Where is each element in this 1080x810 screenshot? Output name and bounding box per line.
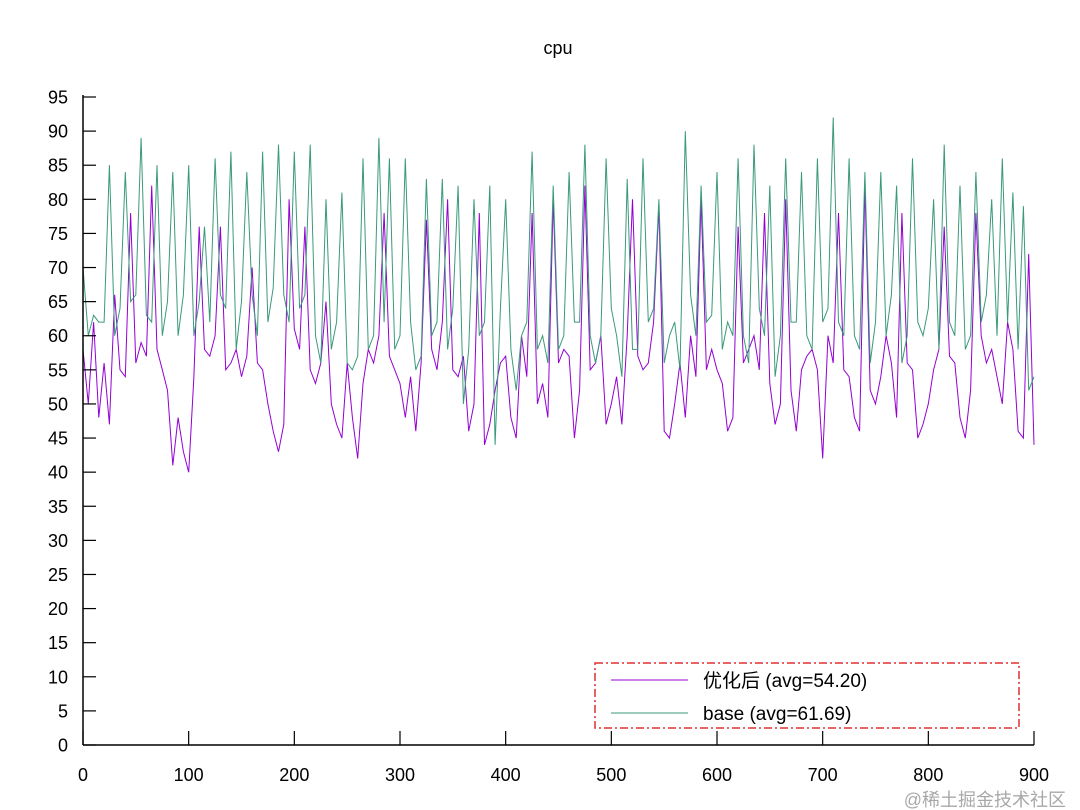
- watermark: @稀土掘金技术社区: [904, 790, 1066, 810]
- legend-label-base: base (avg=61.69): [703, 704, 851, 725]
- y-tick-label: 45: [48, 429, 68, 449]
- legend: 优化后 (avg=54.20) base (avg=61.69): [594, 662, 1020, 729]
- x-tick-label: 700: [808, 765, 838, 785]
- x-tick-label: 500: [596, 765, 626, 785]
- y-tick-label: 70: [48, 258, 68, 278]
- series-line-0: [82, 185, 1035, 473]
- y-tick-label: 10: [48, 667, 68, 687]
- y-tick-label: 0: [58, 736, 68, 756]
- x-tick-label: 0: [78, 765, 88, 785]
- series-layer: [82, 117, 1035, 473]
- x-tick-label: 400: [491, 765, 521, 785]
- series-line-1: [82, 117, 1035, 445]
- legend-label-optimized: 优化后 (avg=54.20): [703, 670, 867, 692]
- y-tick-label: 5: [58, 701, 68, 721]
- y-tick-label: 85: [48, 156, 68, 176]
- y-tick-label: 75: [48, 224, 68, 244]
- y-tick-label: 95: [48, 88, 68, 108]
- x-tick-label: 100: [174, 765, 204, 785]
- y-tick-label: 65: [48, 292, 68, 312]
- y-tick-label: 90: [48, 122, 68, 142]
- y-tick-label: 30: [48, 531, 68, 551]
- x-tick-label: 600: [702, 765, 732, 785]
- legend-box: [594, 662, 1020, 729]
- chart-title: cpu: [543, 38, 572, 58]
- y-tick-label: 80: [48, 190, 68, 210]
- y-tick-label: 25: [48, 565, 68, 585]
- x-tick-label: 800: [913, 765, 943, 785]
- y-tick-label: 40: [48, 463, 68, 483]
- y-tick-label: 60: [48, 326, 68, 346]
- axes: 0 5 10 15 20 25 30 35 40 45 50 55 60 65 70 75 80 85 90 95 0 1…: [48, 88, 1049, 786]
- y-tick-label: 15: [48, 633, 68, 653]
- y-tick-label: 50: [48, 394, 68, 414]
- x-tick-label: 300: [385, 765, 415, 785]
- x-tick-label: 200: [279, 765, 309, 785]
- y-tick-label: 35: [48, 497, 68, 517]
- y-tick-label: 20: [48, 599, 68, 619]
- x-tick-label: 900: [1019, 765, 1049, 785]
- y-tick-label: 55: [48, 360, 68, 380]
